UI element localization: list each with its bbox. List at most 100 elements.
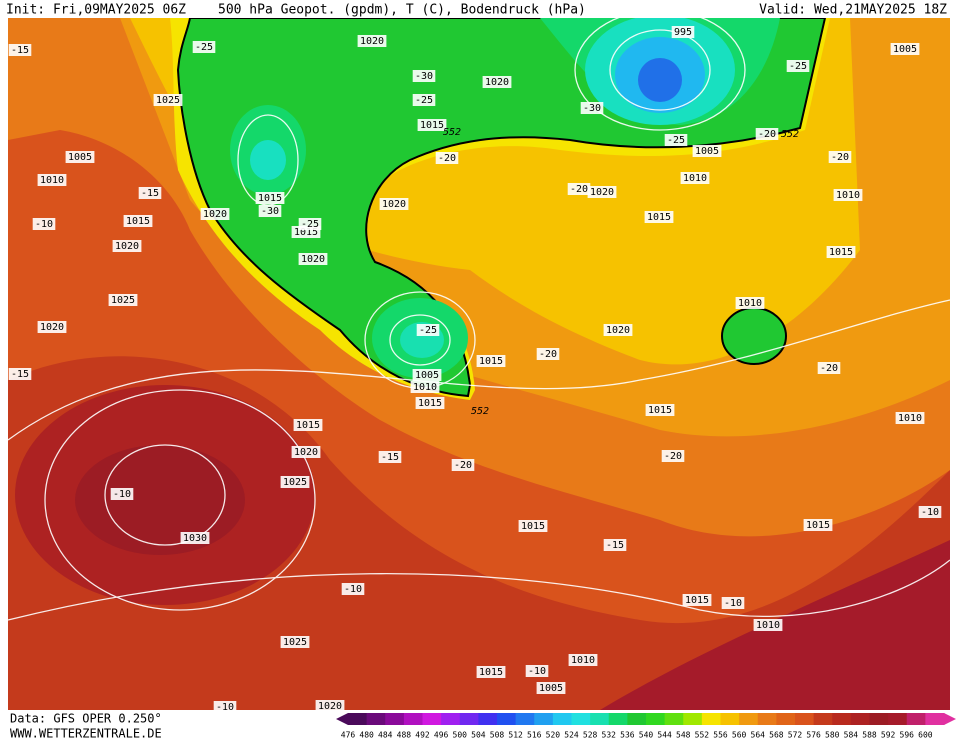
colorbar-cell — [590, 713, 610, 725]
isobar-label-box — [482, 76, 512, 88]
colorbar-cell — [385, 713, 405, 725]
isobar-label: 1025 — [283, 477, 307, 488]
temperature-label-box — [8, 368, 32, 380]
colorbar-label: 508 — [490, 731, 505, 740]
isobar-label-box — [895, 412, 925, 424]
isobar-label: 1020 — [485, 77, 509, 88]
temperature-label: -25 — [195, 42, 213, 53]
temperature-label: -15 — [381, 452, 399, 463]
labels: 1020 995 1005 1025 1020 1015 1005 1010 1015 1020 1… — [8, 26, 942, 713]
colorbar-cell — [813, 713, 833, 725]
colorbar-cell — [534, 713, 554, 725]
temperature-label-box — [32, 218, 56, 230]
temperature-label-box — [412, 70, 436, 82]
isobar-label: 1010 — [683, 173, 707, 184]
temperature-label-box — [110, 488, 134, 500]
isobar-label: 1015 — [829, 247, 853, 258]
colorbar-label: 564 — [751, 731, 766, 740]
colorbar-cell — [832, 713, 852, 725]
isobar-label: 1010 — [40, 175, 64, 186]
isobar-label-box — [587, 186, 617, 198]
temperature-label: -30 — [583, 103, 601, 114]
temperature-label-box — [721, 597, 745, 609]
colorbar-cell — [478, 713, 498, 725]
temperature-label: -10 — [216, 702, 234, 713]
colorbar-label: 528 — [583, 731, 598, 740]
colorbar-cell — [683, 713, 703, 725]
temperature-label: -10 — [113, 489, 131, 500]
temperature-label: -20 — [831, 152, 849, 163]
colorbar-cell — [795, 713, 815, 725]
colorbar-label: 532 — [602, 731, 617, 740]
isobar-label-box — [298, 253, 328, 265]
isobar-label-box — [293, 419, 323, 431]
isobar-label: 1010 — [836, 190, 860, 201]
temperature-label-box — [817, 362, 841, 374]
isobar-label-box — [410, 381, 440, 393]
colorbar-label: 504 — [471, 731, 486, 740]
colorbar-label: 568 — [769, 731, 784, 740]
isobar-label-box — [415, 397, 445, 409]
isobar-label-box — [280, 636, 310, 648]
isobar-label-box — [645, 404, 675, 416]
isobar-label: 1005 — [695, 146, 719, 157]
colorbar-label: 560 — [732, 731, 747, 740]
isobar-label: 995 — [674, 27, 692, 38]
temperature-label-box — [378, 451, 402, 463]
temperature-label-box — [341, 583, 365, 595]
temperature-label: -10 — [724, 598, 742, 609]
isobar-label-box — [518, 520, 548, 532]
isobar-label: 1020 — [301, 254, 325, 265]
isobar-label: 1020 — [40, 322, 64, 333]
isobar-label: 1005 — [539, 683, 563, 694]
data-source: Data: GFS OPER 0.250° — [10, 712, 162, 726]
isobar-label: 1015 — [420, 120, 444, 131]
colorbar-label: 544 — [657, 731, 672, 740]
temperature-label: -25 — [415, 95, 433, 106]
isobar-label-box — [123, 215, 153, 227]
isobar-label-box — [753, 619, 783, 631]
colorbar-label: 492 — [415, 731, 430, 740]
isobar-label-box — [108, 294, 138, 306]
colorbar-cell — [757, 713, 777, 725]
isobar-label-box — [735, 297, 765, 309]
isobar-label-box — [357, 35, 387, 47]
colorbar-cell — [441, 713, 461, 725]
temperature-label-box — [786, 60, 810, 72]
isobar-label: 1015 — [418, 398, 442, 409]
isobar-label: 1025 — [156, 95, 180, 106]
isobar-label: 1020 — [606, 325, 630, 336]
isobar-label-box — [417, 119, 447, 131]
colorbar-label: 524 — [564, 731, 579, 740]
isobar-label-box — [291, 446, 321, 458]
isobar-label-box — [37, 174, 67, 186]
temperature-label: -10 — [528, 666, 546, 677]
isobar-label: 1015 — [647, 212, 671, 223]
temperature-label: -30 — [261, 206, 279, 217]
isobar-label: 1020 — [360, 36, 384, 47]
colorbar-cell — [608, 713, 628, 725]
colorbar-label: 496 — [434, 731, 449, 740]
isobar-label: 1015 — [479, 356, 503, 367]
colorbar-label: 484 — [378, 731, 393, 740]
temperature-label-box — [603, 539, 627, 551]
isobar-label: 1015 — [296, 420, 320, 431]
colorbar-cell — [627, 713, 647, 725]
colorbar-cell — [646, 713, 666, 725]
temperature-label: -20 — [570, 184, 588, 195]
colorbar-label: 588 — [862, 731, 877, 740]
temperature-label-box — [8, 44, 32, 56]
temperature-label-box — [828, 151, 852, 163]
temperature-label-box — [192, 41, 216, 53]
colorbar-label: 500 — [453, 731, 468, 740]
isobar-label-box — [476, 355, 506, 367]
temperature-label: -25 — [789, 61, 807, 72]
isobar-label: 1015 — [521, 521, 545, 532]
height-label: 552 — [471, 406, 489, 417]
isobar-label: 1020 — [115, 241, 139, 252]
temperature-label: -15 — [141, 188, 159, 199]
colorbar-label: 476 — [341, 731, 356, 740]
temperature-label: -25 — [667, 135, 685, 146]
colorbar-label: 556 — [713, 731, 728, 740]
colorbar-cell — [348, 713, 368, 725]
